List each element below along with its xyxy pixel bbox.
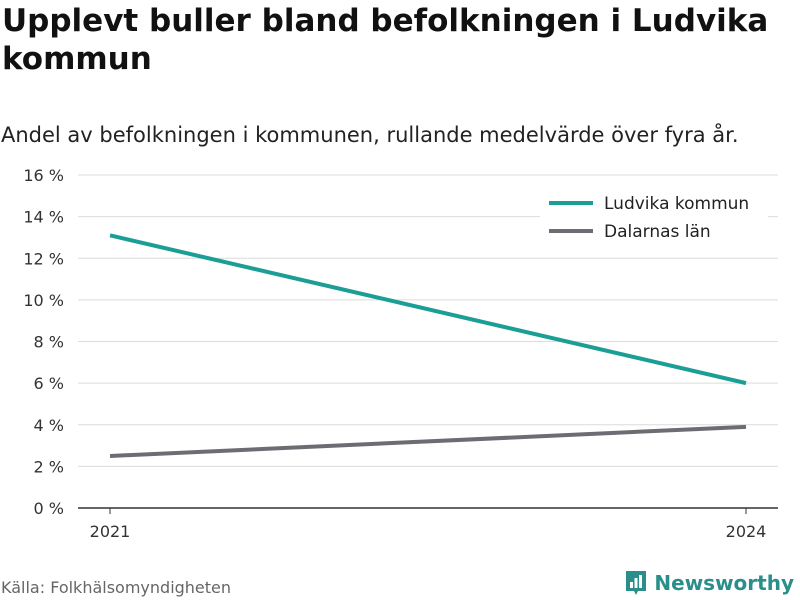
y-tick-label: 0 % xyxy=(34,499,64,518)
y-tick-label: 12 % xyxy=(23,249,64,268)
legend-label: Ludvika kommun xyxy=(604,194,749,214)
x-tick-label: 2024 xyxy=(726,522,767,541)
x-tick-label: 2021 xyxy=(90,522,131,541)
y-tick-label: 16 % xyxy=(23,166,64,185)
y-tick-label: 8 % xyxy=(34,333,64,352)
chart-subtitle: Andel av befolkningen i kommunen, rullan… xyxy=(1,123,739,147)
chart-title: Upplevt buller bland befolkningen i Ludv… xyxy=(2,3,769,77)
y-tick-label: 10 % xyxy=(23,291,64,310)
series-line-ludvika-kommun xyxy=(109,233,747,386)
newsworthy-logo: Newsworthy xyxy=(624,568,794,598)
source-note: Källa: Folkhälsomyndigheten xyxy=(1,578,232,597)
bar-chart-icon xyxy=(626,571,647,595)
y-tick-label: 4 % xyxy=(34,416,64,435)
y-tick-label: 2 % xyxy=(34,457,64,476)
brand-name: Newsworthy xyxy=(654,571,794,595)
series-line-dalarnas-l-n xyxy=(109,424,747,458)
legend-label: Dalarnas län xyxy=(604,222,711,242)
legend-background xyxy=(540,187,768,245)
y-tick-label: 6 % xyxy=(34,374,64,393)
y-tick-label: 14 % xyxy=(23,208,64,227)
